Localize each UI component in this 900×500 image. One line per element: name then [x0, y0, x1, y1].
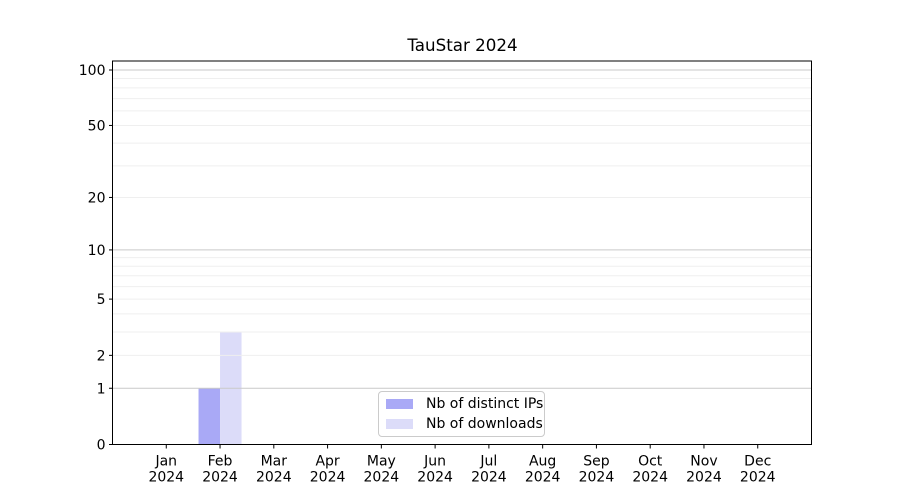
x-tick-label-year: 2024	[579, 470, 615, 486]
legend-item-distinct-ips: Nb of distinct IPs	[386, 396, 544, 413]
y-tick-label: 2	[97, 348, 106, 364]
x-tick-label-month: Sep	[583, 454, 610, 470]
legend-item-downloads: Nb of downloads	[386, 416, 544, 433]
y-tick-label: 5	[97, 292, 106, 308]
x-tick-label-month: Jul	[479, 454, 497, 470]
x-tick-label-year: 2024	[202, 470, 238, 486]
legend-label-distinct-ips: Nb of distinct IPs	[426, 396, 544, 412]
y-tick-label: 1	[97, 381, 106, 397]
x-tick-label-year: 2024	[525, 470, 561, 486]
x-tick-label-month: Jan	[154, 454, 177, 470]
bar-distinct-ips	[198, 388, 221, 445]
x-tick-label-month: Mar	[261, 454, 288, 470]
x-tick-label-month: Nov	[690, 454, 717, 470]
y-tick-label: 50	[88, 118, 106, 134]
x-tick-label-month: Oct	[638, 454, 663, 470]
x-tick-label-month: Apr	[315, 454, 339, 470]
chart-title: TauStar 2024	[407, 35, 518, 55]
x-tick-label-year: 2024	[686, 470, 722, 486]
x-tick-label-year: 2024	[471, 470, 507, 486]
axes-spines	[112, 60, 812, 445]
legend-swatch-downloads	[386, 419, 413, 429]
x-tick-label-month: Dec	[744, 454, 771, 470]
x-tick-label-year: 2024	[148, 470, 184, 486]
x-tick-label-year: 2024	[364, 470, 400, 486]
x-tick-label-year: 2024	[417, 470, 453, 486]
x-tick-label-year: 2024	[740, 470, 776, 486]
legend-label-downloads: Nb of downloads	[426, 416, 543, 432]
y-tick-label: 10	[88, 243, 106, 259]
x-tick-label-month: Aug	[529, 454, 556, 470]
legend-swatch-distinct-ips	[386, 399, 413, 409]
y-tick-label: 100	[79, 63, 106, 79]
y-tick-label: 20	[88, 190, 106, 206]
legend: Nb of distinct IPs Nb of downloads	[378, 391, 545, 437]
x-tick-label-year: 2024	[310, 470, 346, 486]
x-tick-label-year: 2024	[256, 470, 292, 486]
x-tick-label-month: May	[367, 454, 396, 470]
x-tick-label-month: Jun	[423, 454, 446, 470]
x-tick-label-year: 2024	[632, 470, 668, 486]
x-tick-label-month: Feb	[208, 454, 233, 470]
y-tick-label: 0	[97, 438, 106, 454]
